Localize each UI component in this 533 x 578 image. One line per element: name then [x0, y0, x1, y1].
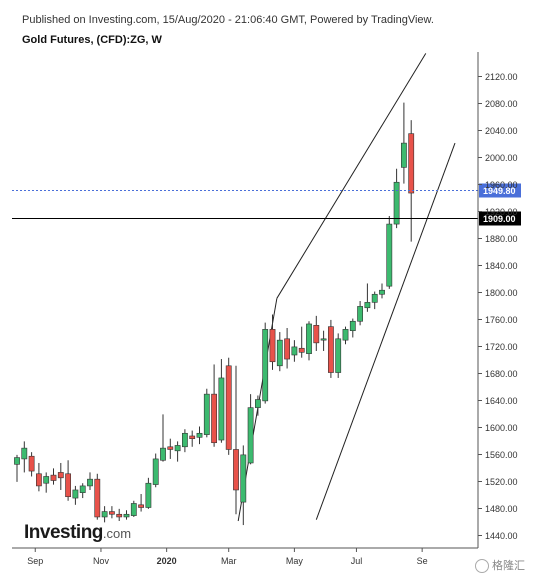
- y-tick-label: 2040.00: [485, 126, 518, 136]
- candle-down: [95, 479, 100, 517]
- candle-up: [292, 347, 297, 355]
- candle-up: [277, 340, 282, 366]
- candle-down: [58, 472, 63, 477]
- watermark-icon: [475, 559, 489, 573]
- y-tick-label: 1880.00: [485, 234, 518, 244]
- candle-up: [124, 514, 129, 517]
- candle-up: [241, 455, 246, 502]
- candle-down: [51, 475, 56, 480]
- candle-up: [73, 490, 78, 498]
- candle-down: [328, 327, 333, 373]
- candle-up: [387, 224, 392, 286]
- candle-down: [168, 447, 173, 450]
- candle-up: [263, 329, 268, 401]
- candle-up: [219, 378, 224, 440]
- y-tick-label: 1520.00: [485, 477, 518, 487]
- y-tick-label: 1760.00: [485, 315, 518, 325]
- candle-down: [66, 474, 71, 497]
- candle-up: [350, 321, 355, 330]
- y-tick-label: 1560.00: [485, 450, 518, 460]
- x-tick-label: 2020: [157, 556, 177, 566]
- watermark: 格隆汇: [475, 557, 525, 573]
- channel-lines: [238, 53, 455, 521]
- y-tick-label: 1440.00: [485, 531, 518, 541]
- candle-down: [409, 134, 414, 193]
- candle-down: [139, 505, 144, 508]
- candle-down: [270, 329, 275, 361]
- candle-down: [29, 456, 34, 471]
- y-tick-label: 1720.00: [485, 342, 518, 352]
- y-tick-label: 1840.00: [485, 261, 518, 271]
- candle-down: [314, 325, 319, 343]
- y-tick-label: 1920.00: [485, 207, 518, 217]
- candle-up: [175, 445, 180, 450]
- candle-down: [190, 436, 195, 439]
- x-tick-label: Se: [417, 556, 428, 566]
- y-tick-label: 2080.00: [485, 99, 518, 109]
- y-tick-label: 1800.00: [485, 288, 518, 298]
- x-axis: Sep Nov 2020 Mar May Jul Se: [12, 548, 478, 566]
- investing-logo: Investing.com: [24, 522, 131, 544]
- y-tick-label: 1960.00: [485, 180, 518, 190]
- candle-up: [87, 479, 92, 486]
- x-tick-label: Sep: [27, 556, 43, 566]
- candle-up: [102, 512, 107, 517]
- candle-up: [321, 339, 326, 340]
- y-tick-label: 1680.00: [485, 369, 518, 379]
- candle-up: [197, 433, 202, 437]
- candle-up: [248, 408, 253, 463]
- candle-down: [36, 474, 41, 486]
- candle-up: [14, 458, 19, 465]
- candle-up: [80, 486, 85, 493]
- candle-up: [358, 306, 363, 321]
- candle-up: [182, 433, 187, 446]
- candle-down: [233, 449, 238, 489]
- candle-up: [336, 339, 341, 373]
- candle-up: [306, 324, 311, 354]
- candle-up: [153, 459, 158, 485]
- candle-down: [212, 394, 217, 443]
- candle-up: [372, 294, 377, 302]
- x-tick-label: Mar: [221, 556, 237, 566]
- y-tick-label: 1480.00: [485, 504, 518, 514]
- y-tick-label: 2000.00: [485, 153, 518, 163]
- candle-up: [204, 394, 209, 434]
- x-tick-label: May: [286, 556, 304, 566]
- y-tick-label: 1600.00: [485, 423, 518, 433]
- candles: [14, 103, 413, 525]
- y-tick-label: 1640.00: [485, 396, 518, 406]
- candle-up: [131, 503, 136, 515]
- candle-up: [394, 182, 399, 224]
- candle-up: [160, 448, 165, 460]
- x-tick-label: Jul: [351, 556, 363, 566]
- y-axis: 1440.00 1480.00 1520.00 1560.00 1600.00 1640.…: [478, 52, 518, 548]
- x-tick-label: Nov: [93, 556, 110, 566]
- candle-up: [22, 448, 27, 459]
- candle-up: [146, 483, 151, 507]
- candle-down: [117, 514, 122, 517]
- candle-down: [285, 339, 290, 359]
- candle-up: [255, 400, 260, 408]
- candle-up: [379, 290, 384, 294]
- candle-up: [365, 302, 370, 307]
- candle-up: [44, 476, 49, 483]
- candle-up: [401, 143, 406, 167]
- candle-down: [109, 512, 114, 515]
- y-tick-label: 2120.00: [485, 72, 518, 82]
- candle-up: [343, 329, 348, 340]
- candle-down: [226, 366, 231, 450]
- candle-down: [299, 348, 304, 352]
